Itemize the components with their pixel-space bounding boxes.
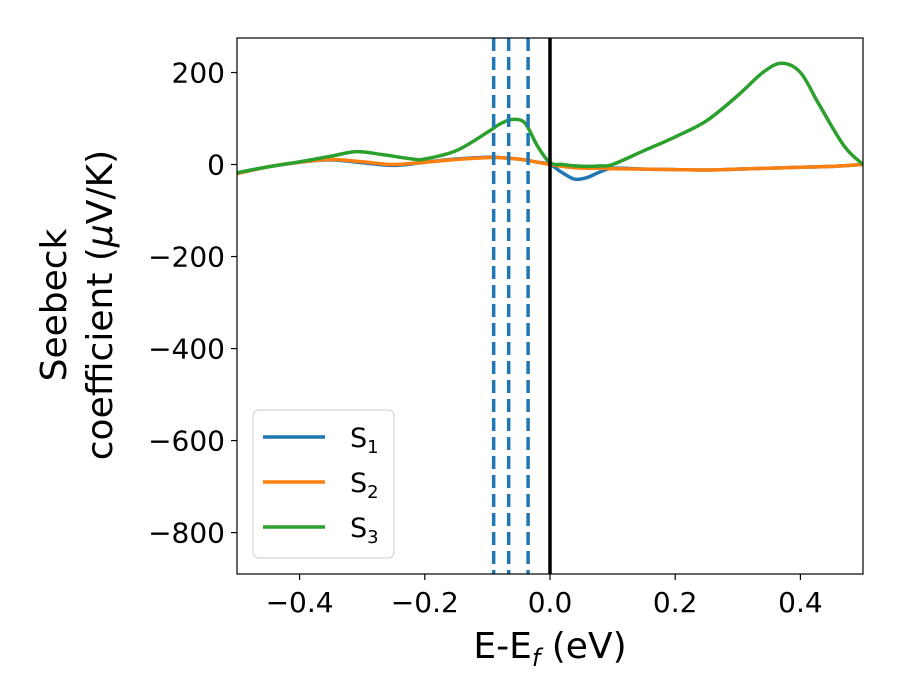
x-axis-label-unit: (eV) [540, 626, 626, 667]
y-tick-label: −400 [148, 333, 225, 366]
y-axis-ticks: 200 0 −200 −400 −600 −800 [148, 57, 237, 550]
legend-label-3: S3 [350, 513, 379, 548]
x-axis-ticks: −0.4 −0.2 0.0 0.2 0.4 [266, 574, 823, 619]
legend: S1 S2 S3 [252, 409, 395, 559]
x-axis-label: E-Ef (eV) [473, 626, 626, 672]
vertical-reference-lines [491, 38, 552, 574]
x-tick-label: −0.4 [266, 586, 334, 619]
y-axis-label-line1: Seebeck [34, 228, 75, 381]
x-tick-label: 0.4 [778, 586, 823, 619]
legend-label-2: S2 [350, 468, 379, 503]
x-axis-label-main: E-E [473, 626, 531, 667]
y-axis-label-line2: coefficient (μV/K) [80, 150, 121, 460]
y-tick-label: −200 [148, 241, 225, 274]
x-tick-label: −0.2 [391, 586, 459, 619]
y-axis-label-line2-pre: coefficient ( [80, 247, 121, 460]
y-tick-label: 200 [172, 57, 225, 90]
y-axis-label-mu: μ [80, 224, 121, 248]
y-tick-label: 0 [207, 149, 225, 182]
x-tick-label: 0.2 [653, 586, 698, 619]
series-3-line [237, 61, 863, 175]
legend-label-1: S1 [350, 423, 379, 458]
y-tick-label: −800 [148, 517, 225, 550]
y-tick-label: −600 [148, 425, 225, 458]
x-tick-label: 0.0 [528, 586, 573, 619]
y-axis-label: Seebeck coefficient (μV/K) [34, 150, 121, 460]
legend-box [252, 409, 395, 559]
y-axis-label-line2-post: V/K) [80, 150, 121, 224]
